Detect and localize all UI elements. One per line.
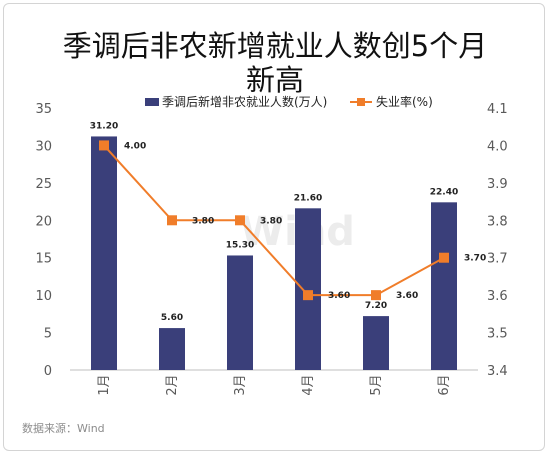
right-axis: 3.4 3.5 3.6 3.7 3.8 3.9 4.0 4.1	[487, 102, 508, 379]
line-series	[99, 140, 449, 301]
bars	[91, 136, 457, 370]
unemployment-line	[103, 144, 445, 297]
left-axis-tick-label: 10	[35, 289, 52, 304]
right-axis-tick-label: 3.5	[487, 327, 508, 342]
bar-data-label: 31.20	[90, 121, 118, 131]
right-axis-tick-label: 4.1	[487, 102, 508, 117]
x-axis: 1月 2月 3月 4月 5月 6月	[97, 374, 452, 395]
legend-line-marker	[357, 98, 365, 106]
x-axis-tick-label: 5月	[369, 374, 384, 395]
bar	[159, 328, 185, 370]
bar-data-label: 7.20	[365, 301, 387, 311]
bar	[227, 255, 253, 370]
x-axis-tick-label: 4月	[301, 374, 316, 395]
right-axis-tick-label: 3.7	[487, 252, 508, 267]
bar-data-label: 22.40	[430, 187, 458, 197]
line-data-label: 3.80	[192, 216, 214, 226]
bar-data-label: 5.60	[161, 313, 183, 323]
bar	[91, 136, 117, 370]
left-axis-tick-label: 15	[35, 252, 52, 267]
left-axis-tick-label: 35	[35, 102, 52, 117]
line-marker	[235, 215, 245, 226]
line-data-label: 3.60	[396, 291, 418, 301]
bar	[295, 208, 321, 370]
chart-title-line-1: 季调后非农新增就业人数创5个月	[63, 29, 487, 63]
line-marker	[439, 252, 449, 263]
right-axis-tick-label: 3.8	[487, 214, 508, 229]
left-axis-tick-label: 20	[35, 214, 52, 229]
legend-line-label: 失业率(%)	[376, 94, 433, 109]
line-data-label: 3.60	[328, 291, 350, 301]
bar	[431, 202, 457, 370]
legend-bar-swatch	[145, 98, 159, 106]
right-axis-tick-label: 3.6	[487, 289, 508, 304]
left-axis-tick-label: 0	[44, 364, 52, 379]
left-axis-tick-label: 30	[35, 139, 52, 154]
legend: 季调后新增非农就业人数(万人) 失业率(%)	[145, 94, 433, 109]
left-axis: 0 5 10 15 20 25 30 35	[35, 102, 52, 379]
bar-data-label: 15.30	[226, 240, 254, 250]
right-axis-tick-label: 3.9	[487, 177, 508, 192]
left-axis-tick-label: 25	[35, 177, 52, 192]
right-axis-tick-label: 4.0	[487, 139, 508, 154]
x-axis-tick-label: 2月	[165, 374, 180, 395]
bar	[363, 316, 389, 370]
line-marker	[167, 215, 177, 226]
line-data-label: 3.80	[260, 216, 282, 226]
line-marker	[303, 290, 313, 301]
line-data-label: 4.00	[124, 141, 146, 151]
left-axis-tick-label: 5	[44, 327, 52, 342]
line-marker	[371, 290, 381, 301]
source-note: 数据来源：Wind	[22, 421, 105, 435]
line-labels: 4.00 3.80 3.80 3.60 3.60 3.70	[124, 141, 486, 301]
right-axis-tick-label: 3.4	[487, 364, 508, 379]
x-axis-tick-label: 1月	[97, 374, 112, 395]
x-axis-tick-label: 3月	[233, 374, 248, 395]
bar-labels: 31.20 5.60 15.30 21.60 7.20 22.40	[90, 121, 458, 323]
bar-data-label: 21.60	[294, 193, 322, 203]
x-axis-tick-label: 6月	[437, 374, 452, 395]
chart-title-line-2: 新高	[246, 63, 304, 97]
line-marker	[99, 140, 109, 151]
line-data-label: 3.70	[464, 254, 486, 264]
legend-bar-label: 季调后新增非农就业人数(万人)	[162, 94, 327, 109]
